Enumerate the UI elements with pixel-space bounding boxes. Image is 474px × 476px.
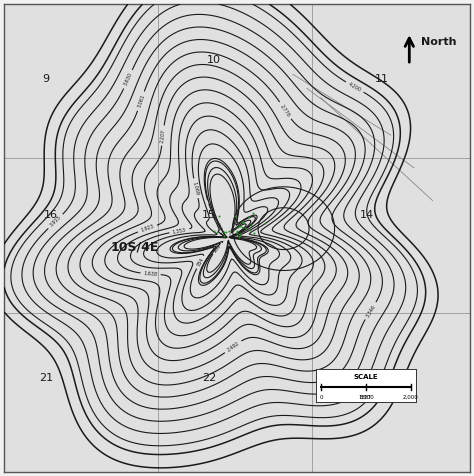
Text: FEET: FEET [360, 395, 372, 400]
Text: 2,492: 2,492 [226, 341, 240, 353]
Point [235, 234, 242, 241]
Point [242, 224, 249, 231]
Point [233, 229, 241, 237]
Point [215, 212, 223, 219]
Text: 2,207: 2,207 [160, 129, 166, 143]
Text: 14: 14 [360, 209, 374, 219]
Text: SCALE: SCALE [354, 374, 378, 380]
Text: 2,000: 2,000 [403, 395, 419, 400]
Text: 3,915: 3,915 [49, 215, 62, 228]
Text: 1,000: 1,000 [358, 395, 374, 400]
Text: 21: 21 [39, 373, 53, 383]
Point [237, 230, 244, 238]
Text: 10S/4E: 10S/4E [110, 241, 159, 254]
Point [249, 209, 256, 217]
Text: 1,069: 1,069 [192, 181, 200, 196]
Text: 3,346: 3,346 [365, 304, 376, 318]
Text: 500: 500 [206, 202, 214, 212]
Text: 450: 450 [214, 221, 223, 231]
Point [236, 232, 244, 239]
Point [240, 219, 248, 227]
Text: 23: 23 [360, 373, 374, 383]
Text: 22: 22 [202, 373, 216, 383]
Text: 4,200: 4,200 [347, 81, 362, 93]
Point [261, 219, 269, 227]
Point [235, 224, 242, 231]
Point [213, 228, 220, 236]
Text: 1,353: 1,353 [172, 227, 187, 235]
Text: North: North [421, 37, 456, 47]
Point [247, 221, 255, 228]
Text: 2,776: 2,776 [279, 103, 292, 118]
Point [245, 213, 253, 221]
Text: 325: 325 [231, 235, 241, 241]
Text: 1,923: 1,923 [140, 224, 155, 233]
Text: 11: 11 [374, 74, 388, 84]
Point [238, 218, 246, 226]
Point [237, 222, 244, 229]
Text: 3,630: 3,630 [123, 72, 133, 87]
Text: 15: 15 [202, 209, 216, 219]
Point [231, 213, 239, 220]
Text: 10: 10 [207, 55, 221, 65]
Point [246, 226, 254, 234]
Point [220, 228, 228, 236]
Text: 200: 200 [212, 243, 222, 253]
Point [250, 229, 258, 237]
Text: 784: 784 [196, 257, 205, 268]
Point [238, 223, 246, 231]
Text: 9: 9 [43, 74, 50, 84]
Point [233, 228, 241, 235]
Point [222, 228, 229, 236]
Point [210, 227, 218, 235]
Text: 1,638: 1,638 [144, 271, 158, 277]
Text: 16: 16 [44, 209, 58, 219]
Text: 0: 0 [319, 395, 323, 400]
Text: 3,061: 3,061 [137, 94, 146, 109]
Point [225, 228, 232, 235]
Point [220, 232, 228, 240]
